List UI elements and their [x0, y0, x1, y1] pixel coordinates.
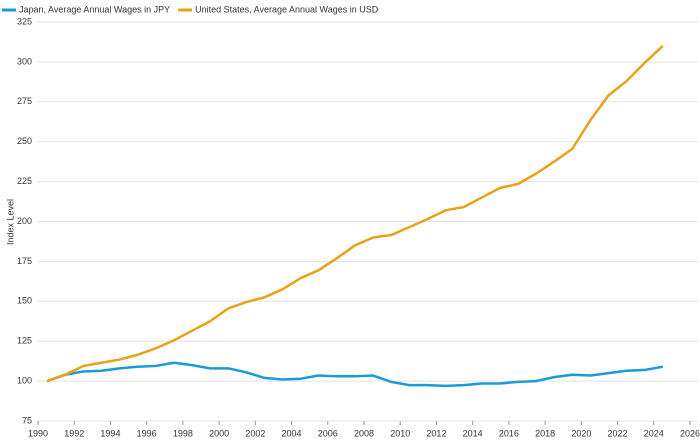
legend-label: Japan, Average Annual Wages in JPY — [19, 4, 170, 14]
y-tick-label: 175 — [17, 256, 32, 266]
x-tick-label: 1996 — [137, 428, 157, 438]
x-tick-label: 2014 — [463, 428, 483, 438]
y-tick-label: 150 — [17, 296, 32, 306]
x-tick-label: 2012 — [426, 428, 446, 438]
x-tick-label: 2026 — [680, 428, 700, 438]
x-tick-label: 2008 — [354, 428, 374, 438]
x-tick-label: 2020 — [571, 428, 591, 438]
y-tick-label: 225 — [17, 176, 32, 186]
y-tick-label: 125 — [17, 336, 32, 346]
y-tick-label: 100 — [17, 375, 32, 385]
y-tick-label: 325 — [17, 16, 32, 26]
x-tick-label: 2024 — [644, 428, 664, 438]
x-tick-label: 2018 — [535, 428, 555, 438]
y-tick-label: 75 — [22, 415, 32, 425]
x-tick-label: 2010 — [390, 428, 410, 438]
x-tick-label: 2006 — [318, 428, 338, 438]
series-line — [46, 361, 664, 388]
legend-label: United States, Average Annual Wages in U… — [195, 4, 379, 14]
y-tick-label: 300 — [17, 56, 32, 66]
y-tick-label: 250 — [17, 136, 32, 146]
x-tick-label: 1994 — [100, 428, 120, 438]
x-tick-label: 2016 — [499, 428, 519, 438]
y-axis-label: Index Level — [5, 199, 15, 245]
series-line — [46, 45, 664, 383]
x-tick-label: 1990 — [28, 428, 48, 438]
x-tick-label: 1992 — [64, 428, 84, 438]
x-tick-label: 2004 — [282, 428, 302, 438]
y-tick-label: 200 — [17, 216, 32, 226]
x-tick-label: 2022 — [608, 428, 628, 438]
y-tick-label: 275 — [17, 96, 32, 106]
x-tick-label: 2000 — [209, 428, 229, 438]
x-tick-label: 1998 — [173, 428, 193, 438]
x-tick-label: 2002 — [245, 428, 265, 438]
